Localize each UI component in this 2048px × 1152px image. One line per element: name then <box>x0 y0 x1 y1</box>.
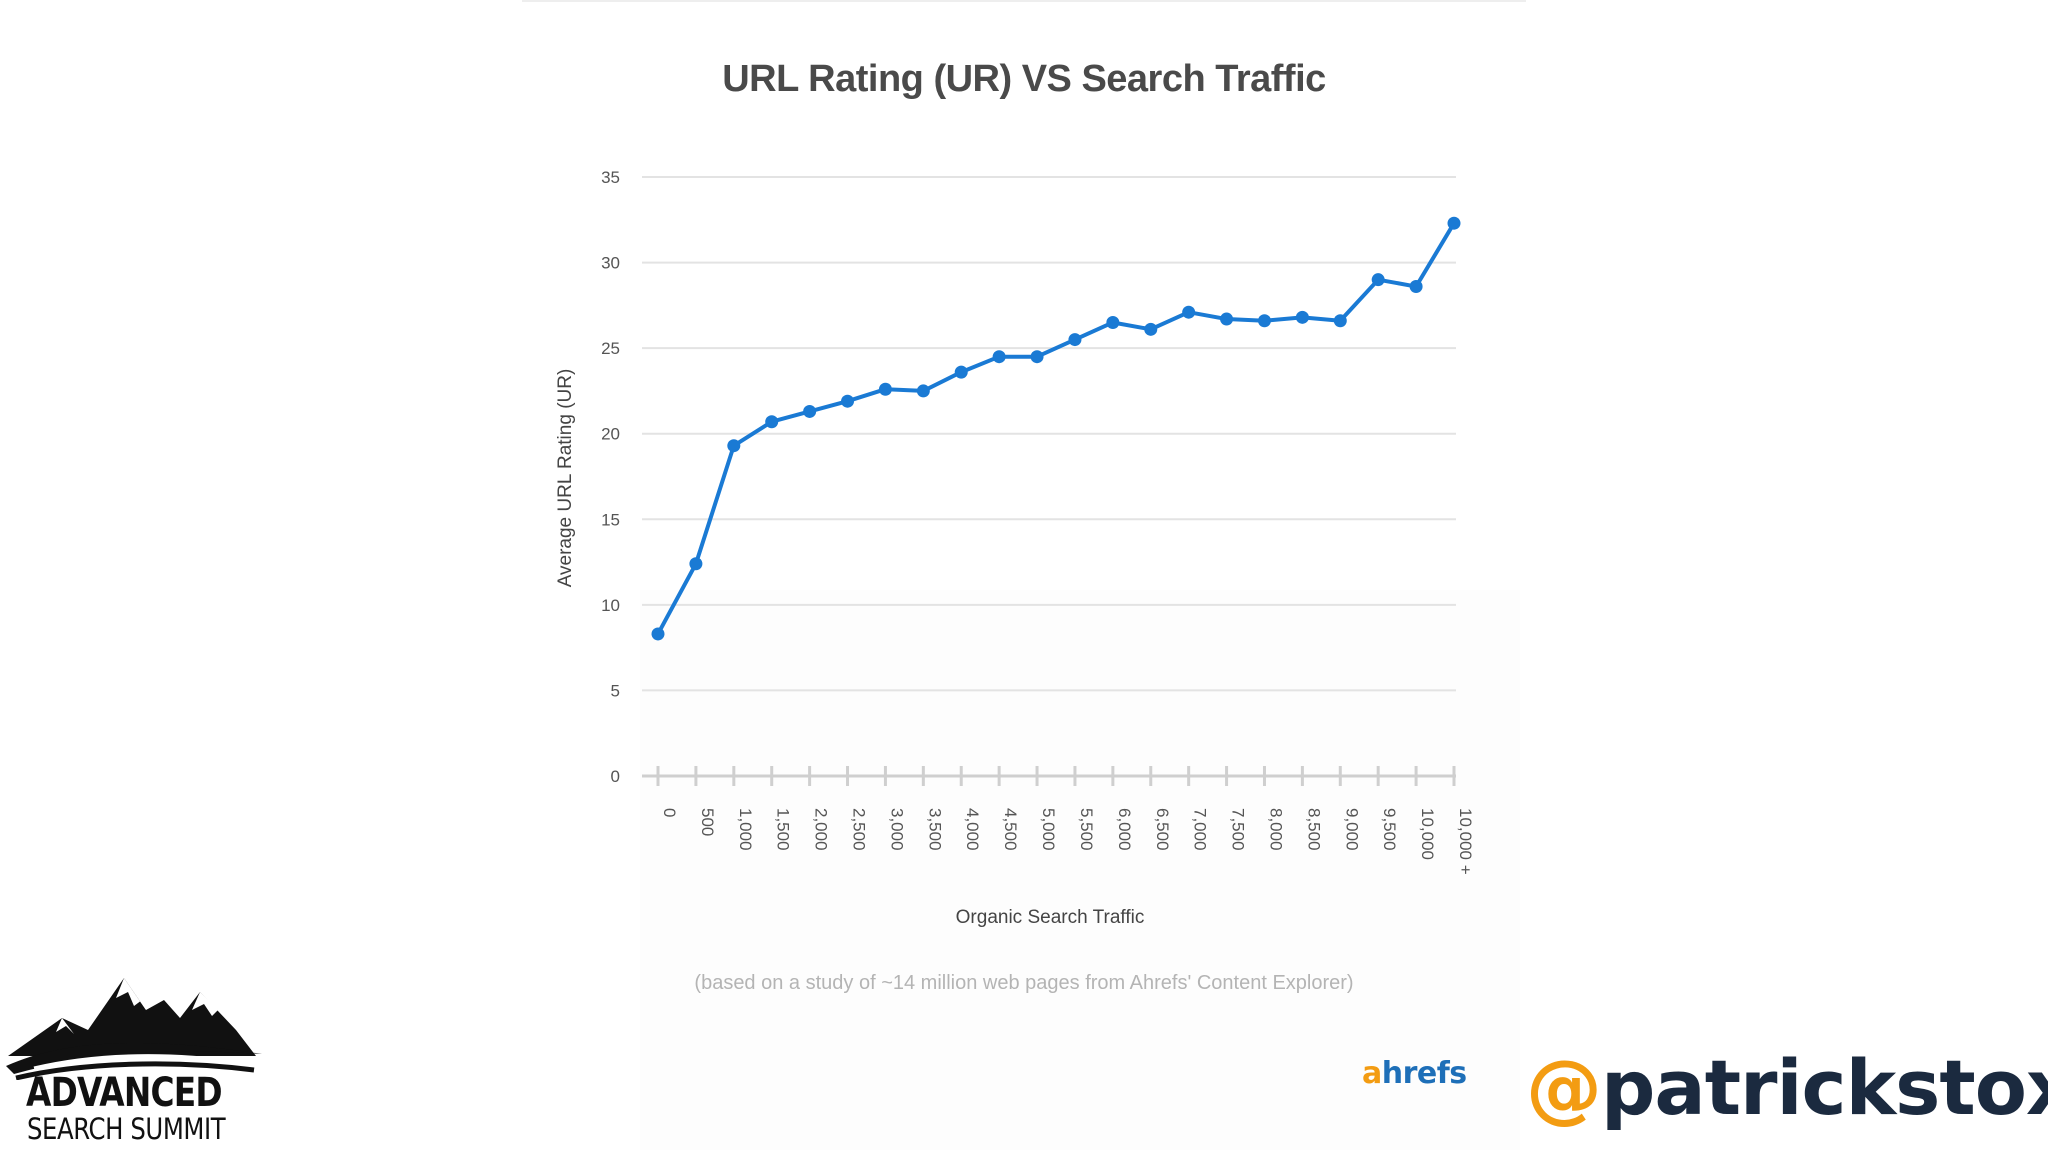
ahrefs-logo-a: a <box>1362 1056 1382 1091</box>
data-point <box>765 415 779 429</box>
summit-title: ADVANCED <box>26 1070 223 1116</box>
series-points <box>651 216 1461 641</box>
handle-at: @ <box>1526 1043 1602 1132</box>
chart-title: URL Rating (UR) VS Search Traffic <box>722 58 1326 100</box>
x-axis <box>642 766 1456 786</box>
x-tick-label: 3,500 <box>925 808 944 851</box>
data-point <box>1068 333 1082 347</box>
data-point <box>689 557 703 571</box>
x-tick-label: 3,000 <box>887 808 906 851</box>
x-tick-label: 2,500 <box>850 808 869 851</box>
x-tick-label: 6,500 <box>1153 808 1172 851</box>
data-point <box>878 382 892 396</box>
data-point <box>1144 322 1158 336</box>
series-line <box>656 222 1456 635</box>
data-point <box>1295 310 1309 324</box>
y-tick-label: 35 <box>601 168 620 187</box>
data-point <box>841 394 855 408</box>
chart-panel <box>640 590 1520 1150</box>
x-tick-label: 4,500 <box>1001 808 1020 851</box>
summit-subtitle: SEARCH SUMMIT <box>27 1112 226 1146</box>
advanced-search-summit-logo: ADVANCED SEARCH SUMMIT <box>0 970 270 1150</box>
x-tick-label: 0 <box>660 808 679 817</box>
data-point <box>1409 280 1423 294</box>
data-point <box>1030 350 1044 364</box>
ahrefs-logo-rest: hrefs <box>1381 1056 1467 1091</box>
chart-footnote: (based on a study of ~14 million web pag… <box>694 972 1354 994</box>
top-divider <box>522 0 1526 2</box>
y-tick-label: 10 <box>601 596 620 615</box>
y-tick-label: 0 <box>611 767 620 786</box>
data-point <box>1447 216 1461 230</box>
data-point <box>1220 312 1234 326</box>
x-tick-label: 10,000 <box>1418 808 1437 860</box>
x-tick-label: 6,000 <box>1115 808 1134 851</box>
x-tick-label: 5,000 <box>1039 808 1058 851</box>
y-tick-label: 25 <box>601 339 620 358</box>
x-tick-label: 1,500 <box>774 808 793 851</box>
data-point <box>1371 273 1385 287</box>
x-tick-label: 1,000 <box>736 808 755 851</box>
data-point <box>1182 305 1196 319</box>
grid-lines <box>642 176 1456 692</box>
x-tick-label: 4,000 <box>963 808 982 851</box>
data-point <box>992 350 1006 364</box>
x-tick-label: 500 <box>698 808 717 836</box>
data-point <box>954 365 968 379</box>
x-tick-label: 10,000 + <box>1456 808 1475 875</box>
data-point <box>651 627 665 641</box>
x-tick-label: 8,000 <box>1266 808 1285 851</box>
x-tick-label: 9,000 <box>1342 808 1361 851</box>
series-line-path <box>656 222 1456 635</box>
data-point <box>1333 314 1347 328</box>
mountain-icon <box>6 978 262 1080</box>
x-axis-label: Organic Search Traffic <box>955 907 1145 928</box>
y-tick-label: 20 <box>601 425 620 444</box>
handle-name: patrickstox <box>1601 1043 2048 1132</box>
x-tick-label: 5,500 <box>1077 808 1096 851</box>
y-tick-label: 5 <box>611 681 620 700</box>
data-point <box>803 404 817 418</box>
x-tick-labels: 0 500 1,000 1,500 2,000 2,500 3,000 3,500 4,000 4… <box>660 808 1475 875</box>
data-point <box>727 439 741 453</box>
x-tick-label: 2,000 <box>812 808 831 851</box>
ahrefs-logo: ahrefs <box>1362 1056 1467 1091</box>
y-tick-labels: 0 5 10 15 20 25 30 35 <box>601 168 620 786</box>
y-tick-label: 30 <box>601 254 620 273</box>
twitter-handle: @patrickstox <box>1526 1050 2048 1126</box>
data-point <box>1106 315 1120 329</box>
x-tick-label: 9,500 <box>1380 808 1399 851</box>
x-tick-label: 8,500 <box>1304 808 1323 851</box>
data-point <box>916 384 930 398</box>
x-tick-label: 7,000 <box>1191 808 1210 851</box>
y-axis-label: Average URL Rating (UR) <box>555 368 576 588</box>
y-tick-label: 15 <box>601 510 620 529</box>
x-tick-label: 7,500 <box>1229 808 1248 851</box>
data-point <box>1257 314 1271 328</box>
